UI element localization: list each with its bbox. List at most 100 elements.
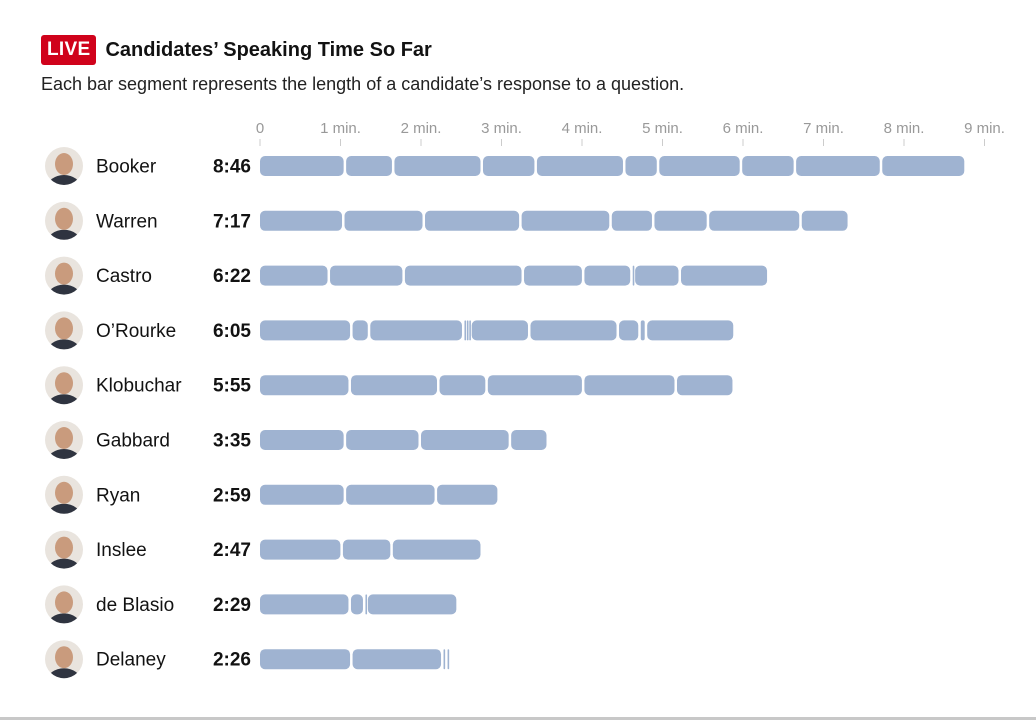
bar-segment bbox=[536, 156, 623, 176]
bar-segment bbox=[346, 484, 435, 505]
bar-segment bbox=[394, 156, 481, 176]
candidate-name: Delaney bbox=[96, 650, 166, 671]
candidate-name: Castro bbox=[96, 266, 152, 287]
bar-segment bbox=[524, 265, 582, 286]
total-time-label: 2:59 bbox=[213, 485, 251, 506]
bar-segment bbox=[521, 210, 610, 231]
bar-segment bbox=[681, 265, 768, 286]
bar-segment bbox=[654, 210, 707, 231]
bar-segment bbox=[635, 265, 679, 286]
bar-segment bbox=[350, 375, 438, 396]
total-time-label: 5:55 bbox=[213, 376, 251, 397]
bar-segment bbox=[260, 430, 344, 450]
x-tick-label: 3 min. bbox=[481, 120, 522, 137]
bar-segment bbox=[611, 210, 652, 231]
candidate-name: Klobuchar bbox=[96, 376, 182, 397]
bar-segment bbox=[447, 649, 450, 670]
bar-segment bbox=[365, 594, 368, 615]
bar-segment bbox=[370, 320, 462, 341]
x-tick-label: 4 min. bbox=[562, 120, 603, 137]
bar-segment bbox=[882, 156, 965, 176]
bar-segment bbox=[260, 156, 344, 176]
bar-segment bbox=[471, 320, 528, 341]
candidate-avatar bbox=[45, 256, 83, 295]
bar-segment bbox=[511, 430, 547, 450]
candidate-avatar bbox=[45, 421, 83, 459]
total-time-label: 7:17 bbox=[213, 211, 251, 232]
bar-segment bbox=[330, 265, 403, 286]
candidate-avatar bbox=[45, 530, 83, 569]
bar-segment bbox=[260, 375, 349, 396]
x-tick-label: 6 min. bbox=[723, 120, 764, 137]
total-time-label: 3:35 bbox=[213, 431, 251, 452]
bar-segment bbox=[584, 375, 675, 396]
bar-segment bbox=[659, 156, 740, 176]
bar-segment bbox=[352, 649, 442, 670]
bar-segment bbox=[260, 649, 351, 670]
bottom-divider bbox=[0, 717, 1036, 720]
total-time-label: 6:22 bbox=[213, 266, 251, 287]
bar-segment bbox=[352, 320, 368, 341]
bar-segment bbox=[425, 210, 520, 231]
live-badge: LIVE bbox=[41, 35, 97, 65]
x-tick-label: 0 bbox=[256, 120, 264, 137]
bar-segment bbox=[342, 539, 391, 560]
candidate-avatar bbox=[45, 475, 83, 514]
chart-title: Candidates’ Speaking Time So Far bbox=[105, 38, 432, 61]
bar-segment bbox=[437, 484, 498, 505]
bar-segment bbox=[350, 594, 363, 615]
bar-segment bbox=[260, 265, 328, 286]
bar-segment bbox=[439, 375, 486, 396]
candidate-name: de Blasio bbox=[96, 595, 174, 616]
candidate-name: Ryan bbox=[96, 485, 140, 506]
x-tick-label: 5 min. bbox=[642, 120, 683, 137]
bar-segment bbox=[709, 210, 800, 231]
bar-segment bbox=[796, 156, 880, 176]
bar-segment bbox=[421, 430, 509, 450]
candidate-name: O’Rourke bbox=[96, 321, 176, 342]
bar-segment bbox=[647, 320, 734, 341]
candidate-avatar bbox=[45, 147, 83, 185]
bar-segment bbox=[482, 156, 535, 176]
candidate-avatar bbox=[45, 366, 83, 405]
x-tick-label: 8 min. bbox=[884, 120, 925, 137]
total-time-label: 2:26 bbox=[213, 650, 251, 671]
candidate-name: Gabbard bbox=[96, 431, 170, 452]
chart-subtitle: Each bar segment represents the length o… bbox=[41, 74, 685, 94]
bar-segment bbox=[640, 320, 645, 341]
bar-segment bbox=[632, 265, 635, 286]
bar-segment bbox=[367, 594, 457, 615]
bar-segment bbox=[346, 430, 419, 450]
bar-segment bbox=[584, 265, 631, 286]
bar-segment bbox=[625, 156, 657, 176]
bar-segment bbox=[260, 210, 343, 231]
candidate-avatar bbox=[45, 640, 83, 679]
bar-segment bbox=[260, 484, 344, 505]
bar-segment bbox=[619, 320, 639, 341]
bar-segment bbox=[260, 539, 341, 560]
bar-segment bbox=[346, 156, 392, 176]
candidate-name: Warren bbox=[96, 211, 158, 232]
x-tick-label: 2 min. bbox=[401, 120, 442, 137]
bar-segment bbox=[443, 649, 446, 670]
bar-segment bbox=[469, 320, 471, 341]
candidate-name: Booker bbox=[96, 157, 157, 178]
total-time-label: 2:47 bbox=[213, 540, 251, 561]
candidate-name: Inslee bbox=[96, 540, 147, 561]
bar-segment bbox=[404, 265, 522, 286]
bar-segment bbox=[466, 320, 469, 341]
candidate-avatar bbox=[45, 311, 83, 350]
bar-segment bbox=[487, 375, 582, 396]
bar-segment bbox=[260, 320, 351, 341]
x-tick-label: 1 min. bbox=[320, 120, 361, 137]
candidate-avatar bbox=[45, 201, 83, 240]
bar-segment bbox=[530, 320, 617, 341]
bar-segment bbox=[260, 594, 349, 615]
bar-segment bbox=[392, 539, 481, 560]
x-tick-label: 7 min. bbox=[803, 120, 844, 137]
total-time-label: 6:05 bbox=[213, 321, 251, 342]
bar-segment bbox=[742, 156, 794, 176]
bar-segment bbox=[464, 320, 467, 341]
bar-segment bbox=[676, 375, 733, 396]
